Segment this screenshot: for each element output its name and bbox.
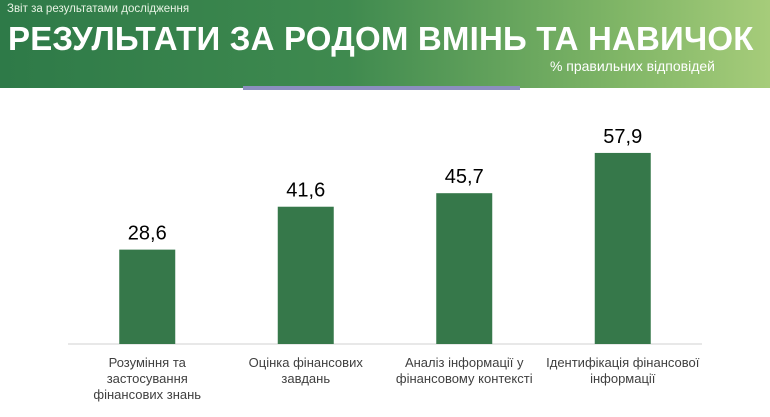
data-label-4: 57,9 [603, 126, 642, 148]
divider [243, 86, 520, 90]
category-label-3: Аналіз інформації у фінансовому контексті [396, 355, 533, 386]
bar-4 [594, 152, 651, 344]
chart-subtitle: % правильних відповідей [549, 58, 715, 74]
category-label-4: Ідентифікація фінансової інформації [546, 355, 700, 386]
bar-3 [436, 193, 493, 344]
page-title: РЕЗУЛЬТАТИ ЗА РОДОМ ВМІНЬ ТА НАВИЧОК [8, 20, 754, 57]
header-banner: Звіт за результатами дослідження РЕЗУЛЬТ… [0, 0, 770, 88]
report-label: Звіт за результатами дослідження [7, 3, 190, 15]
data-label-2: 41,6 [286, 180, 325, 202]
category-label-1: Розуміння та застосування фінансових знань [93, 355, 201, 402]
bar-1 [119, 249, 176, 344]
data-label-1: 28,6 [128, 223, 167, 245]
bar-2 [277, 206, 334, 344]
category-label-2: Оцінка фінансових завдань [249, 355, 364, 386]
data-label-3: 45,7 [445, 166, 484, 188]
